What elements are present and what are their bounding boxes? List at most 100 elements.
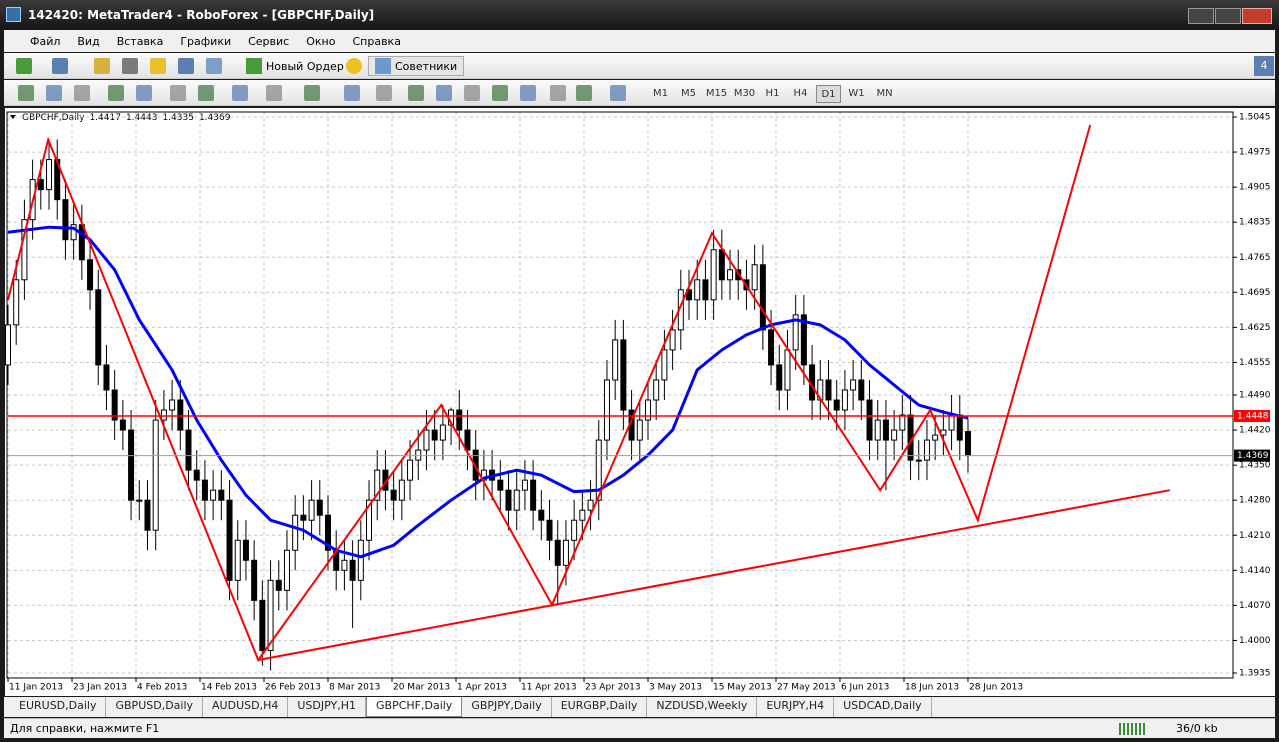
- tool-icon[interactable]: [16, 58, 32, 74]
- notification-badge[interactable]: 4: [1254, 56, 1274, 76]
- timeframe-button[interactable]: D1: [816, 85, 841, 103]
- candle-body: [866, 399, 873, 441]
- timeframe-button[interactable]: M5: [681, 88, 696, 99]
- chart-tab[interactable]: GBPCHF,Daily: [366, 697, 463, 717]
- tool-icon[interactable]: [150, 58, 166, 74]
- tool-icon[interactable]: [346, 58, 362, 74]
- status-traffic: 36/0 kb: [1176, 722, 1218, 735]
- tool-icon[interactable]: [550, 85, 566, 101]
- chart-tab[interactable]: GBPUSD,Daily: [106, 697, 204, 717]
- candle-body: [423, 429, 430, 451]
- candle-body: [201, 479, 208, 501]
- tool-icon[interactable]: [232, 85, 248, 101]
- candle-body: [234, 539, 241, 581]
- y-tick-label: 1.4905: [1239, 183, 1271, 193]
- chart-tab[interactable]: EURUSD,Daily: [10, 697, 107, 717]
- chart-tab[interactable]: USDCAD,Daily: [834, 697, 932, 717]
- chart-tab[interactable]: NZDUSD,Weekly: [647, 697, 758, 717]
- candle-body: [185, 429, 192, 471]
- tool-icon[interactable]: [122, 58, 138, 74]
- candle-body: [119, 419, 126, 431]
- tool-icon[interactable]: [178, 58, 194, 74]
- connection-indicator: [1119, 723, 1145, 735]
- tool-icon[interactable]: [520, 85, 536, 101]
- timeframe-button[interactable]: H4: [793, 88, 808, 99]
- chart-tab[interactable]: USDJPY,H1: [288, 697, 366, 717]
- candle-body: [128, 429, 135, 501]
- chart-tab[interactable]: EURGBP,Daily: [552, 697, 648, 717]
- tool-icon[interactable]: [46, 85, 62, 101]
- new-order-button[interactable]: Новый Ордер: [240, 56, 350, 76]
- candle-body: [398, 479, 405, 501]
- tool-icon[interactable]: [436, 85, 452, 101]
- tool-icon[interactable]: [266, 85, 282, 101]
- chart-tab[interactable]: EURJPY,H4: [757, 697, 835, 717]
- menu-item[interactable]: Вид: [77, 34, 100, 48]
- close-button[interactable]: [1242, 8, 1272, 24]
- candle-body: [324, 514, 331, 551]
- menu-item[interactable]: Вставка: [116, 34, 164, 48]
- tool-icon[interactable]: [376, 85, 392, 101]
- chart-tab[interactable]: GBPJPY,Daily: [462, 697, 552, 717]
- menu-item[interactable]: Графики: [180, 34, 232, 48]
- candle-body: [316, 499, 323, 516]
- menu-item[interactable]: Сервис: [248, 34, 290, 48]
- header-arrow: [10, 115, 16, 119]
- candle-body: [226, 499, 233, 581]
- y-tick-label: 1.4140: [1239, 566, 1271, 576]
- tool-icon[interactable]: [304, 85, 320, 101]
- y-tick-label: 1.4835: [1239, 218, 1271, 228]
- candle-body: [694, 279, 701, 301]
- timeframe-button[interactable]: H1: [765, 88, 780, 99]
- candle-body: [505, 489, 512, 511]
- tool-icon[interactable]: [344, 85, 360, 101]
- tool-icon[interactable]: [198, 85, 214, 101]
- tool-icon[interactable]: [136, 85, 152, 101]
- tool-icon[interactable]: [464, 85, 480, 101]
- candle-body: [858, 379, 865, 401]
- candle-body: [644, 399, 651, 421]
- timeframe-button[interactable]: M30: [733, 88, 756, 99]
- chart-tab[interactable]: AUDUSD,H4: [203, 697, 289, 717]
- timeframe-button[interactable]: W1: [848, 88, 865, 99]
- tool-icon[interactable]: [206, 58, 222, 74]
- candle-body: [776, 364, 783, 391]
- menu-item[interactable]: Справка: [352, 34, 401, 48]
- tool-icon[interactable]: [74, 85, 90, 101]
- menu-item[interactable]: Окно: [306, 34, 336, 48]
- maximize-button[interactable]: [1215, 8, 1241, 24]
- minimize-button[interactable]: [1188, 8, 1214, 24]
- timeframe-button[interactable]: M15: [705, 88, 728, 99]
- tool-icon[interactable]: [108, 85, 124, 101]
- candle-body: [95, 289, 102, 366]
- x-tick-label: 23 Jan 2013: [73, 683, 127, 693]
- candle-body: [341, 559, 348, 571]
- candle-body: [152, 419, 159, 531]
- tool-icon[interactable]: [610, 85, 626, 101]
- status-bar: Для справки, нажмите F1 36/0 kb: [4, 718, 1275, 738]
- candle-body: [923, 439, 930, 461]
- candle-body: [37, 179, 44, 191]
- candle-body: [874, 419, 881, 441]
- candle-body: [956, 414, 963, 441]
- tool-icon[interactable]: [492, 85, 508, 101]
- menu-item[interactable]: Файл: [30, 34, 61, 48]
- timeframe-button[interactable]: MN: [876, 88, 893, 99]
- tool-icon[interactable]: [52, 58, 68, 74]
- tool-icon[interactable]: [576, 85, 592, 101]
- candle-body: [136, 499, 143, 502]
- tool-icon[interactable]: [408, 85, 424, 101]
- timeframe-button[interactable]: M1: [653, 88, 668, 99]
- experts-button[interactable]: Советники: [368, 56, 465, 76]
- tool-icon[interactable]: [170, 85, 186, 101]
- y-tick-label: 1.4765: [1239, 253, 1271, 263]
- tool-icon[interactable]: [18, 85, 34, 101]
- candle-body: [472, 449, 479, 481]
- y-tick-label: 1.4555: [1239, 358, 1271, 368]
- tool-icon[interactable]: [94, 58, 110, 74]
- candle-body: [415, 449, 422, 461]
- toolbar-standard: Новый Ордер Советники 4: [4, 53, 1275, 79]
- candle-body: [587, 499, 594, 511]
- candle-body: [784, 349, 791, 391]
